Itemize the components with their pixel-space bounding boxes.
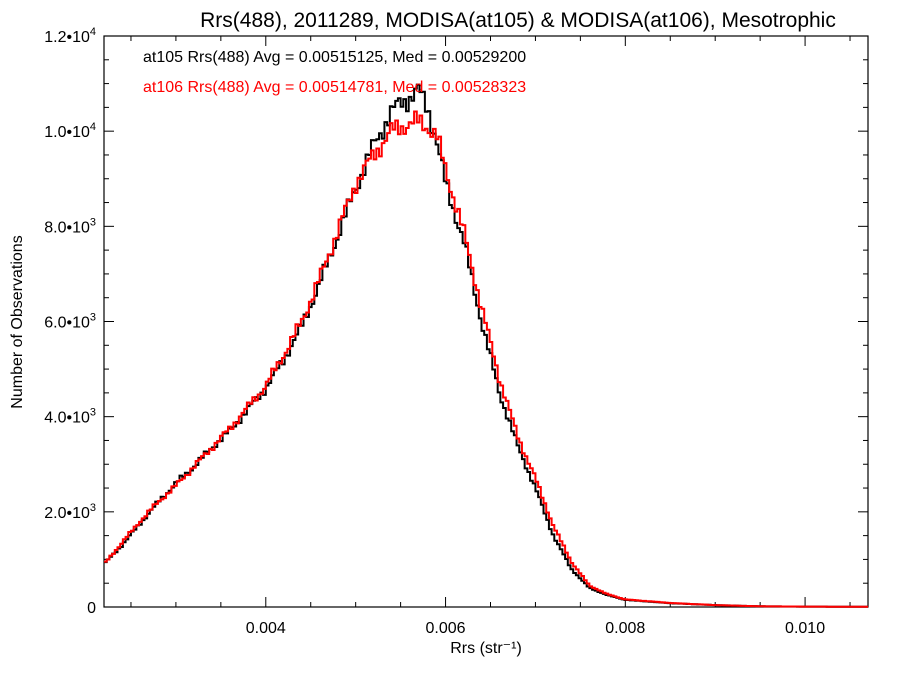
x-tick-label: 0.004 — [246, 620, 286, 637]
y-tick-label: 6.0•103 — [44, 312, 96, 332]
series-layer — [104, 83, 869, 608]
y-tick-label: 1.2•104 — [44, 26, 96, 46]
series-line-at105 — [104, 83, 868, 608]
x-tick-label: 0.010 — [785, 620, 825, 637]
axis-ticks: 0.004 0.006 0.008 0.010 0 2.0•103 4.0•103 6.0•1… — [44, 26, 868, 637]
y-tick-label: 0 — [87, 600, 96, 617]
legend-entry-at106: at106 Rrs(488) Avg = 0.00514781, Med = 0… — [143, 79, 526, 96]
x-tick-label: 0.008 — [605, 620, 645, 637]
y-tick-label: 1.0•104 — [44, 121, 96, 141]
y-tick-label: 2.0•103 — [44, 502, 96, 522]
chart-title: Rrs(488), 2011289, MODISA(at105) & MODIS… — [200, 9, 836, 32]
legend-entry-at105: at105 Rrs(488) Avg = 0.00515125, Med = 0… — [143, 49, 526, 66]
x-tick-label: 0.006 — [426, 620, 466, 637]
plot-frame — [103, 35, 869, 608]
y-axis-label: Number of Observations — [9, 235, 26, 408]
y-tick-label: 8.0•103 — [44, 216, 96, 236]
x-axis-label: Rrs (str⁻¹) — [450, 640, 522, 657]
y-tick-label: 4.0•103 — [44, 407, 96, 427]
series-line-at106 — [104, 110, 869, 608]
